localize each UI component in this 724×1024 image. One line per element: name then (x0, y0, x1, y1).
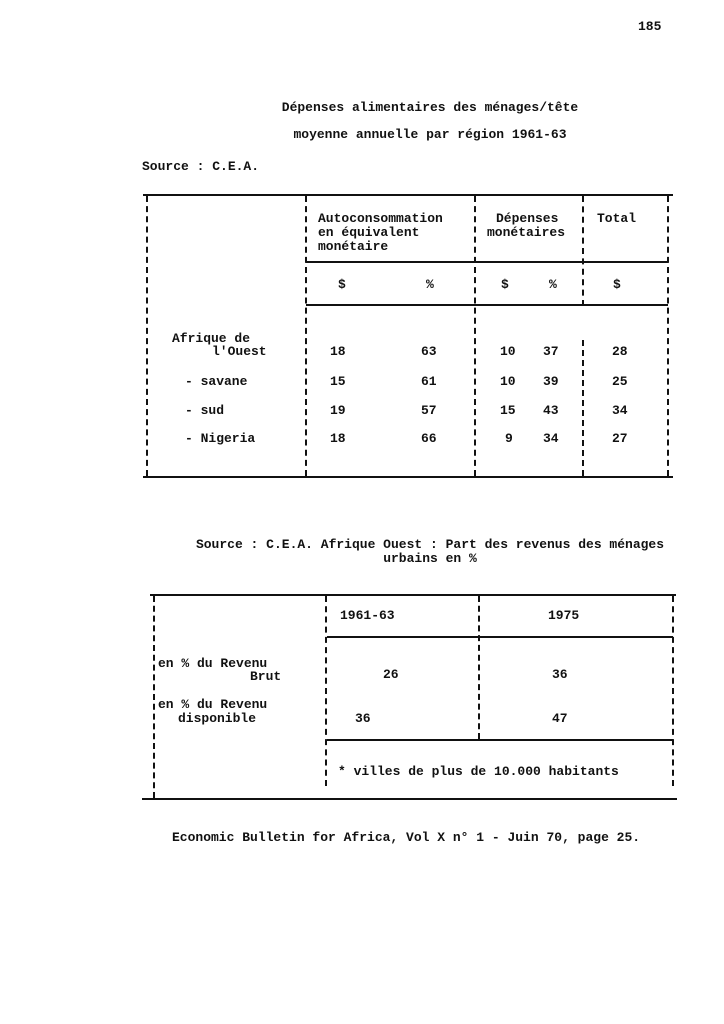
cell: 28 (612, 344, 628, 359)
row-label: - savane (185, 374, 248, 389)
row-label: - Nigeria (185, 431, 256, 446)
cell: 18 (330, 431, 346, 446)
table2-caption-line1: Source : C.E.A. Afrique Ouest : Part des… (195, 537, 665, 552)
unit-auto-dollar: $ (338, 277, 346, 292)
cell: 15 (330, 374, 346, 389)
header-1961-63: 1961-63 (340, 608, 395, 623)
row-label: disponible (178, 711, 257, 726)
cell: 61 (421, 374, 437, 389)
header-autoconsommation-2: en équivalent (318, 225, 420, 240)
footnote: * villes de plus de 10.000 habitants (338, 764, 619, 779)
unit-total-dollar: $ (613, 277, 621, 292)
row-label: Brut (250, 669, 282, 684)
header-depenses-2: monétaires (487, 225, 566, 240)
row-label: l'Ouest (212, 344, 267, 359)
cell: 15 (500, 403, 516, 418)
cell: 10 (500, 374, 516, 389)
unit-auto-percent: % (426, 277, 434, 292)
cell: 47 (552, 711, 568, 726)
cell: 39 (543, 374, 559, 389)
table1-title-line2: moyenne annuelle par région 1961-63 (293, 127, 567, 142)
table2-caption-line2: urbains en % (383, 551, 477, 566)
cell: 63 (421, 344, 437, 359)
row-label: en % du Revenu (158, 656, 268, 671)
header-total: Total (597, 211, 637, 226)
cell: 18 (330, 344, 346, 359)
cell: 26 (383, 667, 399, 682)
cell: 9 (505, 431, 513, 446)
cell: 43 (543, 403, 559, 418)
cell: 36 (552, 667, 568, 682)
row-label: en % du Revenu (158, 697, 268, 712)
cell: 10 (500, 344, 516, 359)
header-autoconsommation-3: monétaire (318, 239, 389, 254)
page-number: 185 (638, 19, 662, 34)
header-1975: 1975 (548, 608, 580, 623)
cell: 19 (330, 403, 346, 418)
cell: 27 (612, 431, 628, 446)
header-autoconsommation-1: Autoconsommation (318, 211, 443, 226)
cell: 34 (543, 431, 559, 446)
cell: 37 (543, 344, 559, 359)
header-depenses-1: Dépenses (496, 211, 559, 226)
citation: Economic Bulletin for Africa, Vol X n° 1… (172, 830, 641, 845)
cell: 36 (355, 711, 371, 726)
row-label: - sud (185, 403, 225, 418)
cell: 25 (612, 374, 628, 389)
unit-dep-dollar: $ (501, 277, 509, 292)
unit-dep-percent: % (549, 277, 557, 292)
table1-source: Source : C.E.A. (142, 159, 260, 174)
table1-title-line1: Dépenses alimentaires des ménages/tête (281, 100, 579, 115)
cell: 57 (421, 403, 437, 418)
row-label: Afrique de (172, 331, 251, 346)
cell: 34 (612, 403, 628, 418)
cell: 66 (421, 431, 437, 446)
